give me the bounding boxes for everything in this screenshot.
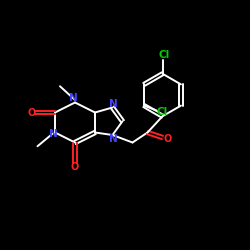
Text: N: N	[110, 99, 118, 109]
Text: Cl: Cl	[158, 50, 170, 60]
Text: N: N	[70, 93, 78, 103]
Text: O: O	[27, 108, 36, 118]
Text: N: N	[50, 129, 58, 139]
Text: Cl: Cl	[156, 107, 168, 117]
Text: O: O	[164, 134, 172, 144]
Text: O: O	[71, 162, 79, 172]
Text: N: N	[110, 134, 118, 144]
